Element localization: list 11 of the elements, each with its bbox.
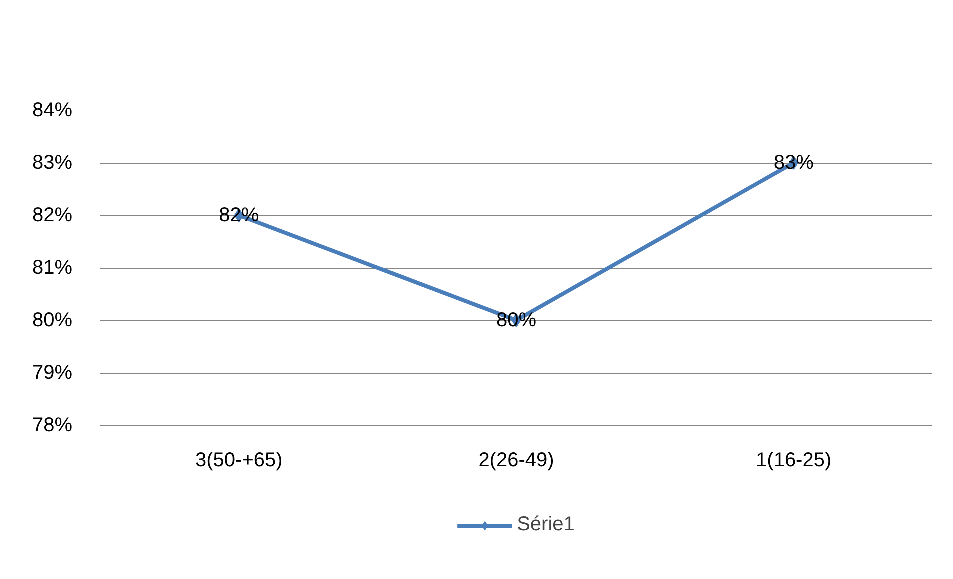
x-tick-label: 1(16-25) [756,450,832,472]
legend-label: Série1 [517,514,575,536]
y-tick-label: 83% [32,152,73,174]
y-tick-label: 78% [32,414,73,436]
y-tick-label: 81% [32,257,73,279]
y-tick-label: 82% [32,204,73,226]
x-tick-label: 2(26-49) [478,450,554,472]
y-tick-label: 84% [32,100,73,122]
x-tick-label: 3(50-+65) [196,450,283,472]
y-tick-label: 79% [32,362,73,384]
y-tick-label: 80% [32,310,73,332]
